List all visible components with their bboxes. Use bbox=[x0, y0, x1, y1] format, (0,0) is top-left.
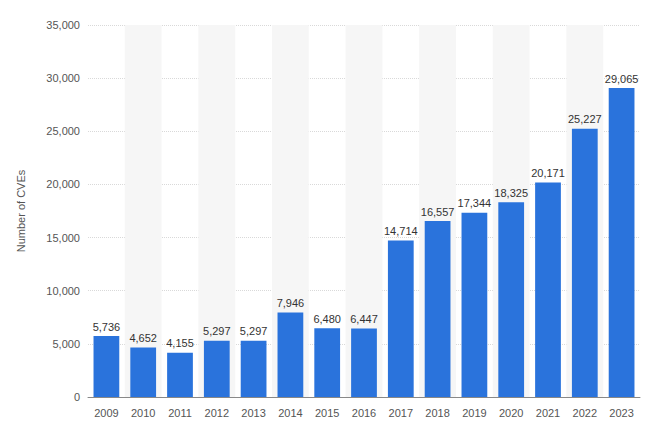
svg-text:2021: 2021 bbox=[536, 407, 560, 419]
svg-text:15,000: 15,000 bbox=[46, 232, 80, 244]
svg-text:25,000: 25,000 bbox=[46, 125, 80, 137]
svg-text:5,000: 5,000 bbox=[52, 338, 80, 350]
svg-text:6,480: 6,480 bbox=[313, 313, 341, 325]
svg-text:18,325: 18,325 bbox=[494, 187, 528, 199]
svg-text:14,714: 14,714 bbox=[384, 225, 418, 237]
svg-text:2012: 2012 bbox=[205, 407, 229, 419]
svg-text:29,065: 29,065 bbox=[605, 73, 639, 85]
svg-text:5,736: 5,736 bbox=[93, 321, 121, 333]
svg-text:5,297: 5,297 bbox=[203, 325, 231, 337]
svg-text:2013: 2013 bbox=[241, 407, 265, 419]
svg-text:20,000: 20,000 bbox=[46, 178, 80, 190]
svg-text:30,000: 30,000 bbox=[46, 72, 80, 84]
svg-text:0: 0 bbox=[74, 391, 80, 403]
svg-text:2019: 2019 bbox=[462, 407, 486, 419]
svg-text:2010: 2010 bbox=[131, 407, 155, 419]
svg-text:2020: 2020 bbox=[499, 407, 523, 419]
svg-text:10,000: 10,000 bbox=[46, 285, 80, 297]
svg-text:2023: 2023 bbox=[609, 407, 633, 419]
svg-text:5,297: 5,297 bbox=[240, 325, 268, 337]
svg-text:17,344: 17,344 bbox=[458, 197, 492, 209]
svg-text:2011: 2011 bbox=[168, 407, 192, 419]
svg-text:16,557: 16,557 bbox=[421, 206, 455, 218]
svg-text:4,155: 4,155 bbox=[166, 337, 194, 349]
svg-text:2015: 2015 bbox=[315, 407, 339, 419]
svg-text:6,447: 6,447 bbox=[350, 313, 378, 325]
svg-text:2018: 2018 bbox=[425, 407, 449, 419]
svg-text:7,946: 7,946 bbox=[277, 297, 305, 309]
svg-text:Number of CVEs: Number of CVEs bbox=[15, 169, 27, 252]
svg-text:4,652: 4,652 bbox=[129, 332, 157, 344]
svg-text:2009: 2009 bbox=[94, 407, 118, 419]
svg-text:2017: 2017 bbox=[389, 407, 413, 419]
svg-text:20,171: 20,171 bbox=[531, 167, 565, 179]
svg-text:25,227: 25,227 bbox=[568, 113, 602, 125]
svg-text:2016: 2016 bbox=[352, 407, 376, 419]
svg-text:2014: 2014 bbox=[278, 407, 302, 419]
svg-text:35,000: 35,000 bbox=[46, 19, 80, 31]
svg-text:2022: 2022 bbox=[573, 407, 597, 419]
